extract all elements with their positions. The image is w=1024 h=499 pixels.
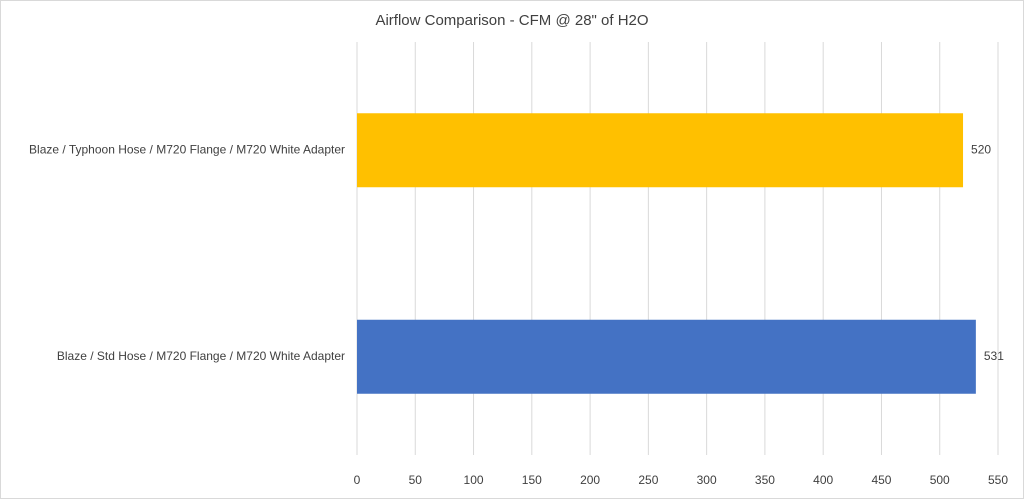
data-label: 520 <box>971 142 991 156</box>
bar <box>357 113 964 188</box>
data-label: 531 <box>984 349 1004 363</box>
x-tick-label: 50 <box>409 473 423 487</box>
x-tick-label: 350 <box>755 473 775 487</box>
x-tick-label: 250 <box>638 473 658 487</box>
x-tick-label: 0 <box>354 473 361 487</box>
x-tick-label: 450 <box>871 473 891 487</box>
y-tick-label: Blaze / Std Hose / M720 Flange / M720 Wh… <box>57 349 345 363</box>
x-tick-label: 500 <box>930 473 950 487</box>
x-tick-label: 100 <box>464 473 484 487</box>
x-tick-label: 400 <box>813 473 833 487</box>
chart-title: Airflow Comparison - CFM @ 28" of H2O <box>375 12 648 29</box>
x-tick-label: 300 <box>697 473 717 487</box>
x-tick-label: 150 <box>522 473 542 487</box>
x-tick-label: 550 <box>988 473 1008 487</box>
bar <box>357 319 976 394</box>
y-tick-label: Blaze / Typhoon Hose / M720 Flange / M72… <box>29 142 345 156</box>
x-tick-label: 200 <box>580 473 600 487</box>
